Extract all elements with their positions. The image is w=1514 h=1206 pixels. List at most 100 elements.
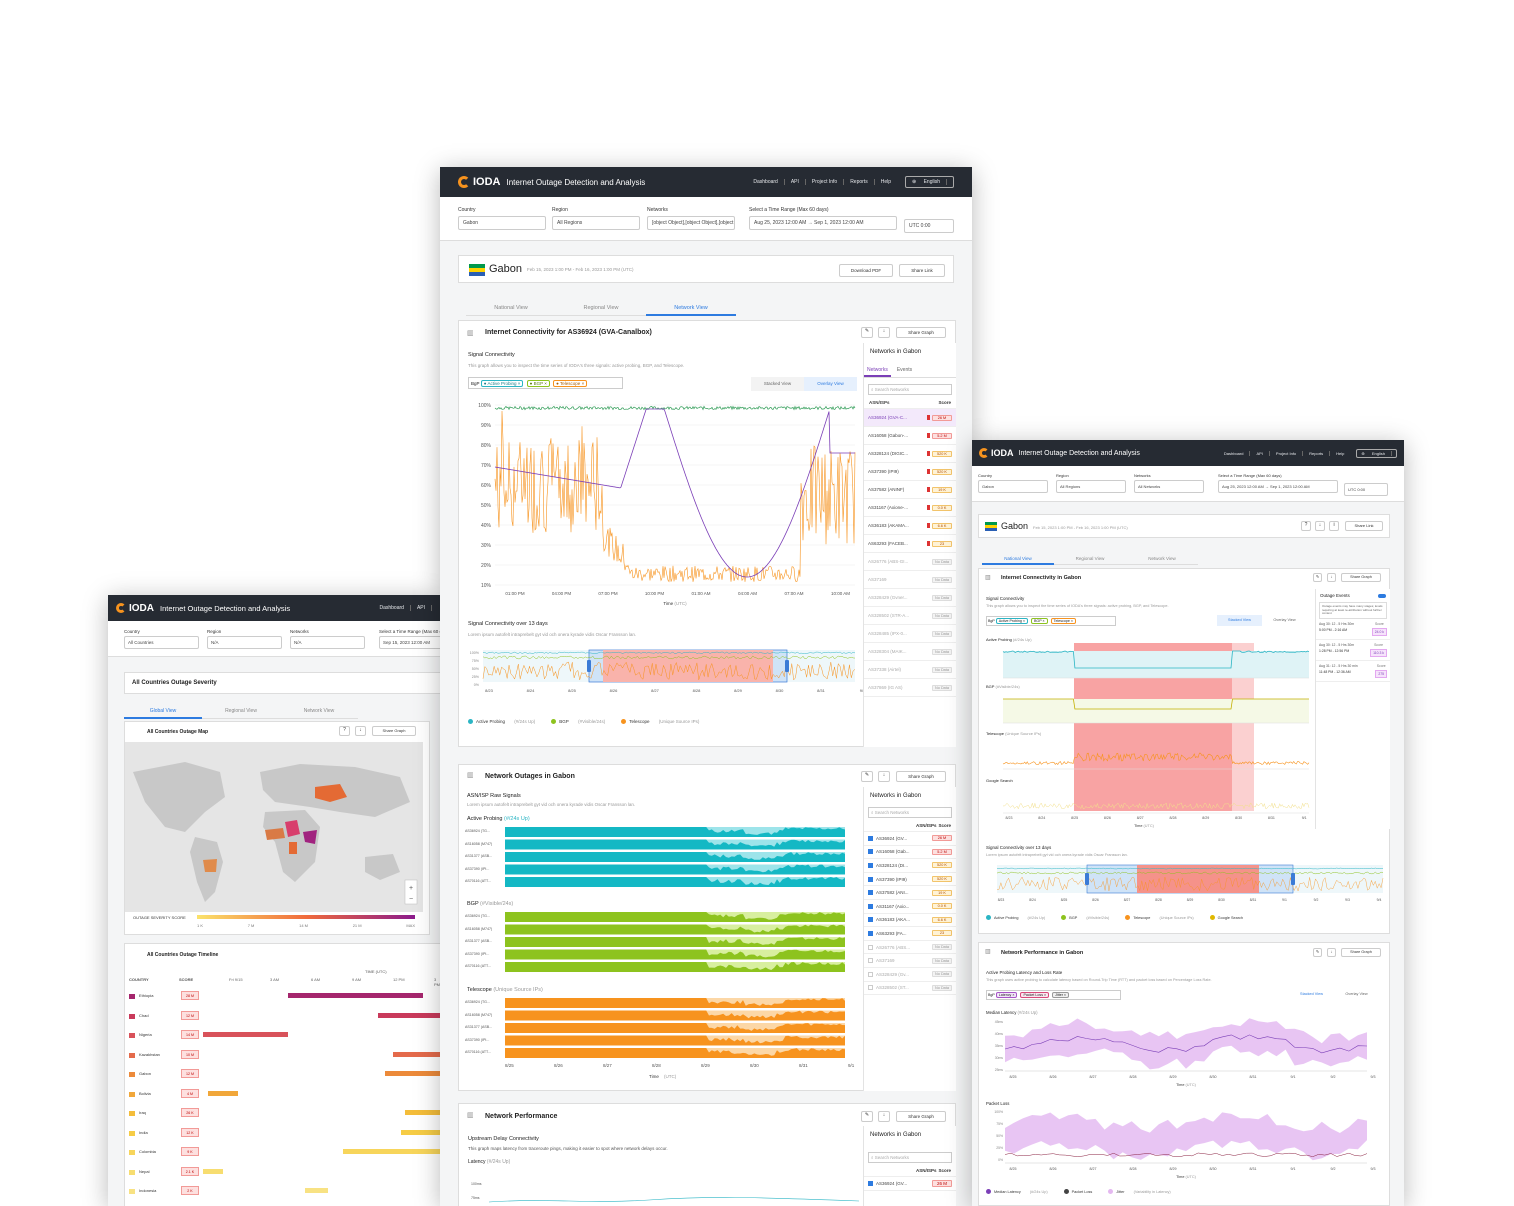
network-row[interactable]: AS36924 (GV... 26 M: [864, 832, 956, 846]
events-toggle[interactable]: [1378, 593, 1386, 598]
tab-regional[interactable]: Regional View: [556, 305, 646, 316]
network-row[interactable]: AS328124 (DIGIC... 520 K: [864, 445, 956, 463]
network-row[interactable]: AS328502 (STR-A... No Data: [864, 607, 956, 625]
network-row[interactable]: AS37338 (Airtel) No Data: [864, 661, 956, 679]
tab-network[interactable]: Network View: [646, 305, 736, 316]
outage-bar[interactable]: [208, 1090, 238, 1096]
outage-bar[interactable]: [385, 1071, 440, 1076]
chip-active-probing[interactable]: ● Active Probing ×: [480, 380, 524, 387]
tab-network[interactable]: Network View: [1126, 556, 1198, 565]
outage-bar[interactable]: [405, 1110, 440, 1115]
event-item[interactable]: Aug 31: 12 - 5 Hrs 30 min 11:48 PM - 12:3…: [1316, 661, 1390, 682]
share-link-button[interactable]: Share Link: [1345, 521, 1383, 531]
tab-national[interactable]: National View: [982, 556, 1054, 565]
network-row[interactable]: AS328304 (MAIK... No Data: [864, 643, 956, 661]
chip-active-probing[interactable]: Active Probing ×: [995, 618, 1029, 624]
network-row[interactable]: AS37169 No Data: [864, 571, 956, 589]
overview-chart[interactable]: 100% 75% 50% 25% 0% 8/23 8/24 8/25 8/26 8/27 8/28 8…: [459, 646, 863, 698]
table-row[interactable]: Iraq 26 K: [125, 1107, 440, 1121]
edit-button[interactable]: ✎: [1313, 948, 1322, 957]
tab-national[interactable]: National View: [466, 305, 556, 316]
tab-events[interactable]: Events: [896, 367, 913, 373]
network-row[interactable]: AS37582 (ANINF) 19 K: [864, 481, 956, 499]
network-row[interactable]: AS328429 (Gv... No Data: [864, 968, 956, 982]
outage-bar[interactable]: [343, 1149, 440, 1154]
table-row[interactable]: Ethiopia 28 M: [125, 990, 440, 1004]
edit-button[interactable]: ✎: [861, 327, 873, 338]
overlay-view-button[interactable]: Overlay View: [804, 377, 857, 391]
share-graph-button[interactable]: Share Graph: [896, 327, 946, 338]
network-row[interactable]: AS37390 (IPI9) 520 K: [864, 463, 956, 481]
network-row[interactable]: AS37169 No Data: [864, 954, 956, 968]
table-row[interactable]: Nepal 2.1 K: [125, 1166, 440, 1180]
time-select[interactable]: Aug 25, 2023 12:00 AM → Sep 1, 2023 12:0…: [749, 216, 897, 230]
share-graph-button[interactable]: Share Graph: [1341, 573, 1381, 582]
edit-button[interactable]: ✎: [861, 771, 873, 782]
download-button[interactable]: ↓: [878, 1111, 890, 1122]
checkbox[interactable]: [868, 1181, 873, 1186]
table-row[interactable]: Bolivia 4 M: [125, 1088, 440, 1102]
brush-handle[interactable]: [1291, 873, 1295, 885]
country-select[interactable]: Gabon: [458, 216, 546, 230]
share-graph-button[interactable]: Share Graph: [372, 726, 416, 736]
download-button[interactable]: ↓: [1327, 573, 1336, 582]
nav-help[interactable]: Help: [1336, 450, 1345, 456]
tab-network[interactable]: Network View: [280, 708, 358, 719]
tz-select[interactable]: UTC 0:00: [904, 219, 954, 233]
networks-select[interactable]: N/A: [290, 636, 365, 649]
outage-bar[interactable]: [401, 1129, 440, 1135]
nav-api[interactable]: API: [411, 605, 432, 611]
stacked-view-button[interactable]: Stacked View: [1300, 992, 1323, 996]
network-row[interactable]: AS36924 (GVA-C... 26 M: [864, 409, 956, 427]
chip-bgp[interactable]: ● BGP ×: [526, 380, 550, 387]
network-row[interactable]: AS37582 (ANI... 19 K: [864, 886, 956, 900]
help-button[interactable]: ?: [339, 726, 350, 736]
download-button[interactable]: ↓: [1315, 521, 1325, 531]
series-active-probing[interactable]: [494, 408, 855, 578]
ioda-logo[interactable]: IODA: [458, 176, 501, 188]
edit-button[interactable]: ✎: [861, 1111, 873, 1122]
network-row[interactable]: AS328429 (Gvner... No Data: [864, 589, 956, 607]
checkbox[interactable]: [868, 930, 873, 936]
region-select[interactable]: All Regions: [552, 216, 640, 230]
checkbox[interactable]: [868, 862, 873, 868]
region-select[interactable]: All Regions: [1056, 480, 1126, 493]
nav-help[interactable]: Help: [880, 179, 891, 185]
outage-bar[interactable]: [305, 1188, 328, 1193]
download-pdf-button[interactable]: Download PDF: [839, 264, 893, 277]
search-networks[interactable]: ⌕ Search Networks: [868, 1152, 952, 1163]
heatmap-group[interactable]: [499, 827, 859, 889]
chip-jitter[interactable]: Jitter ×: [1052, 992, 1070, 998]
nav-reports[interactable]: Reports: [844, 179, 875, 185]
time-select[interactable]: Aug 25, 2023 12:00 AM → Sep 1, 2023 12:0…: [1218, 480, 1338, 493]
connectivity-chart[interactable]: 100% 90% 80% 70% 60% 50% 40% 30% 20% 10% 01:00 PM 0…: [459, 399, 863, 611]
share-link-button[interactable]: Share Link: [899, 264, 945, 277]
network-row[interactable]: AS328485 (IPX-0... No Data: [864, 625, 956, 643]
checkbox[interactable]: [868, 876, 873, 882]
checkbox[interactable]: [868, 944, 873, 950]
network-row[interactable]: AS63293 (FACEB... 23: [864, 535, 956, 553]
time-select[interactable]: Sep 15, 2023 12:00 AM: [379, 636, 440, 649]
download-button[interactable]: ↓: [878, 327, 890, 338]
series-telescope[interactable]: [494, 410, 856, 583]
signal-chips[interactable]: BgP ● Active Probing × ● BGP × ● Telesco…: [468, 377, 623, 389]
performance-charts[interactable]: 45ms 40ms 35ms 30ms 25ms 8/25 8/26 8/27 8/28 8/29…: [979, 1015, 1391, 1185]
network-row[interactable]: AS328502 (ST... No Data: [864, 982, 956, 996]
nav-dashboard[interactable]: Dashboard: [1218, 450, 1251, 456]
chip-bgp[interactable]: BGP ×: [1031, 618, 1048, 624]
tab-global[interactable]: Global View: [124, 708, 202, 719]
download-button[interactable]: ↓: [355, 726, 366, 736]
overlay-view-button[interactable]: Overlay View: [1345, 992, 1368, 996]
nav-project-info[interactable]: Project Info: [1270, 450, 1304, 456]
chip-telescope[interactable]: Telescope ×: [1050, 618, 1076, 624]
edit-button[interactable]: ✎: [1313, 573, 1322, 582]
ioda-logo[interactable]: IODA: [979, 448, 1014, 458]
nav-dashboard[interactable]: Dashboard: [373, 605, 411, 611]
network-row[interactable]: AS36183 (AKA... 6.6 K: [864, 914, 956, 928]
chip-telescope[interactable]: ● Telescope ×: [553, 380, 588, 387]
event-item[interactable]: Aug 30: 12 - 5 Hrs 30m 1:28 PM - 12:56 PM…: [1316, 640, 1390, 661]
checkbox[interactable]: [868, 835, 873, 841]
brush-handle[interactable]: [587, 660, 591, 672]
table-row[interactable]: Colombia 9 K: [125, 1146, 440, 1160]
series-bgp[interactable]: [494, 405, 856, 411]
